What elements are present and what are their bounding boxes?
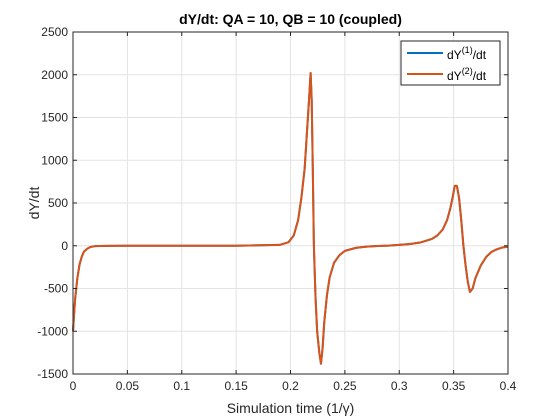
legend-label-base: dY xyxy=(447,48,462,62)
y-tick-label: 2000 xyxy=(41,68,68,82)
y-tick-label: 500 xyxy=(48,196,68,210)
x-tick-label: 0.15 xyxy=(224,379,248,393)
y-tick-label: 2500 xyxy=(41,25,68,39)
legend-label-tail: /dt xyxy=(473,48,487,62)
x-tick-label: 0.2 xyxy=(282,379,299,393)
legend-label-superscript: (1) xyxy=(462,45,473,55)
x-tick-label: 0 xyxy=(70,379,77,393)
legend-label-2: dY(2)/dt xyxy=(447,66,487,83)
x-tick-label: 0.3 xyxy=(391,379,408,393)
grid xyxy=(73,32,508,374)
y-tick-label: 1500 xyxy=(41,111,68,125)
series-line-2 xyxy=(72,72,509,365)
x-axis-label: Simulation time (1/γ) xyxy=(227,400,355,416)
y-tick-label: 1000 xyxy=(41,153,68,167)
x-tick-label: 0.25 xyxy=(333,379,357,393)
legend-label-superscript: (2) xyxy=(462,66,473,76)
legend-label-1: dY(1)/dt xyxy=(447,45,487,62)
x-tick-label: 0.4 xyxy=(500,379,517,393)
series-layer xyxy=(72,72,509,365)
chart-title: dY/dt: QA = 10, QB = 10 (coupled) xyxy=(179,11,402,27)
y-tick-label: -500 xyxy=(44,282,68,296)
legend-box xyxy=(400,40,501,86)
x-tick-label: 0.35 xyxy=(442,379,466,393)
legend-label-tail: /dt xyxy=(473,69,487,83)
ticks: 0 0.05 0.1 0.15 0.2 0.25 0.3 0.35 0.4 -1500 -1000 -… xyxy=(37,25,516,393)
x-tick-label: 0.1 xyxy=(173,379,190,393)
y-tick-label: 0 xyxy=(61,239,68,253)
legend-label-base: dY xyxy=(447,69,462,83)
x-tick-label: 0.05 xyxy=(116,379,140,393)
y-tick-label: -1500 xyxy=(37,367,68,381)
y-axis-label: dY/dt xyxy=(26,187,42,220)
y-tick-label: -1000 xyxy=(37,324,68,338)
